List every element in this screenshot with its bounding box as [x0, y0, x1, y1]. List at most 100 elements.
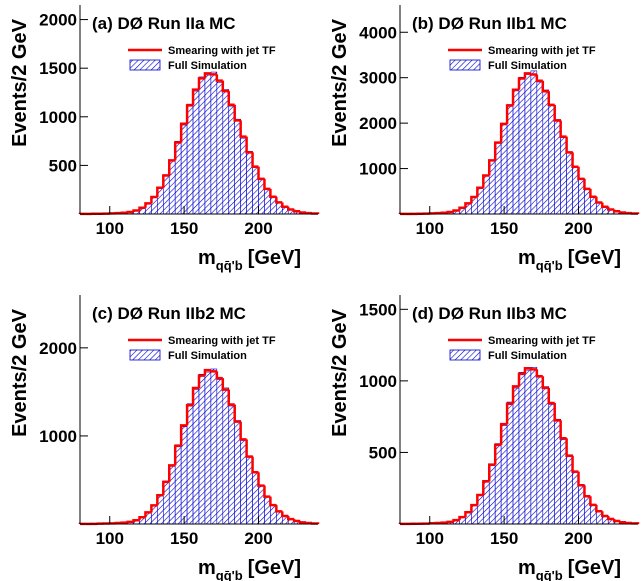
histogram-step	[446, 210, 454, 214]
histogram-step	[126, 520, 134, 524]
histogram-step	[571, 152, 579, 168]
x-label-unit: [GeV]	[248, 247, 301, 269]
panel: 1000 2000 3000 4000 100 150 200 Events/2 GeV mqq…	[329, 5, 640, 273]
histogram-step	[185, 404, 194, 426]
y-tick-label: 2000	[39, 339, 77, 358]
histogram-step	[505, 402, 514, 425]
y-axis-label: Events/2 GeV	[329, 18, 351, 147]
panel-title: (b) DØ Run IIb1 MC	[412, 14, 567, 33]
y-tick-label: 4000	[359, 23, 397, 42]
histogram-bar	[512, 90, 520, 215]
histogram-bar	[530, 366, 538, 525]
histogram-step	[595, 504, 603, 513]
histogram-step	[482, 174, 490, 188]
histogram-step	[464, 511, 472, 518]
histogram-step	[565, 438, 573, 457]
histogram-step	[529, 368, 537, 371]
histogram-step	[511, 88, 519, 106]
histogram-step	[583, 485, 591, 498]
histogram-step	[144, 202, 152, 208]
histogram-step	[179, 122, 188, 143]
panel: 500 1000 1500 2000 100 150 200 Events/2 GeV mqq̄…	[9, 5, 320, 273]
histogram-step	[209, 73, 217, 76]
x-tick-label: 150	[170, 529, 198, 548]
histogram-step	[505, 104, 514, 124]
x-label-sub: qq̄'b	[216, 258, 243, 273]
histogram-step	[446, 520, 454, 524]
histogram-step	[275, 196, 283, 204]
y-tick-label: 1000	[359, 372, 397, 391]
histogram-bar	[204, 74, 212, 215]
histogram-step	[138, 515, 146, 521]
histogram-step	[179, 424, 188, 446]
histogram-step	[565, 136, 573, 154]
x-label-main: m	[198, 557, 216, 579]
histogram-step	[517, 77, 525, 90]
legend-label: Full Simulation	[488, 60, 567, 72]
histogram-step	[173, 141, 182, 161]
histogram-step	[452, 518, 460, 522]
x-label-sub: qq̄'b	[536, 568, 563, 581]
histogram-step	[523, 367, 531, 374]
legend-label: Full Simulation	[168, 60, 247, 72]
histogram-step	[245, 136, 253, 154]
histogram-bar	[542, 386, 550, 525]
histogram-step	[476, 493, 484, 506]
x-tick-label: 100	[416, 219, 444, 238]
histogram-step	[197, 374, 205, 389]
histogram-step	[559, 420, 567, 440]
y-axis-label: Events/2 GeV	[9, 308, 31, 437]
legend-swatch	[449, 59, 481, 71]
histogram-bar	[524, 74, 532, 215]
histogram-step	[577, 471, 585, 487]
histogram-bar	[216, 379, 224, 525]
histogram-bar	[548, 404, 555, 525]
histogram-step	[209, 370, 217, 373]
histogram-step	[511, 385, 519, 404]
x-label-unit: [GeV]	[568, 557, 621, 579]
histogram-step	[132, 518, 140, 522]
x-tick-label: 150	[170, 219, 198, 238]
y-tick-label: 2000	[39, 11, 77, 30]
histogram-step	[150, 195, 158, 204]
legend-label: Smearing with jet TF	[168, 335, 276, 347]
histogram-step	[553, 403, 561, 422]
histogram-step	[221, 378, 229, 391]
histogram-step	[583, 178, 591, 191]
y-tick-label: 1000	[359, 160, 397, 179]
histogram-step	[589, 188, 597, 198]
histogram-step	[132, 209, 140, 213]
histogram-step	[559, 120, 567, 138]
histogram-step	[287, 206, 295, 211]
histogram-step	[499, 422, 508, 445]
histogram-step	[251, 152, 259, 168]
histogram-step	[203, 368, 211, 376]
histogram-step	[517, 372, 525, 387]
histogram-step	[191, 386, 199, 406]
histogram-step	[493, 141, 502, 161]
x-tick-label: 200	[564, 219, 592, 238]
histogram-step	[173, 444, 182, 466]
histogram-step	[571, 455, 579, 473]
histogram-step	[488, 159, 496, 176]
histogram-step	[156, 494, 164, 506]
legend-label: Smearing with jet TF	[488, 45, 596, 57]
histogram-step	[470, 503, 478, 513]
histogram-step	[624, 211, 633, 215]
histogram-bar	[536, 81, 544, 215]
histogram-step	[144, 511, 152, 518]
legend-label: Full Simulation	[488, 350, 567, 362]
histogram-step	[476, 186, 484, 198]
y-axis-label: Events/2 GeV	[9, 18, 31, 147]
histogram-step	[191, 88, 199, 106]
x-tick-label: 100	[416, 529, 444, 548]
histogram-step	[269, 496, 277, 507]
histogram-step	[197, 77, 205, 90]
legend-swatch	[129, 59, 161, 71]
histogram-step	[162, 480, 170, 496]
panel: 1000 2000 100 150 200 Events/2 GeV mqq̄'b [GeV]…	[9, 295, 320, 581]
histogram-step	[523, 72, 531, 79]
histogram-step	[281, 511, 289, 518]
histogram-step	[227, 389, 235, 406]
